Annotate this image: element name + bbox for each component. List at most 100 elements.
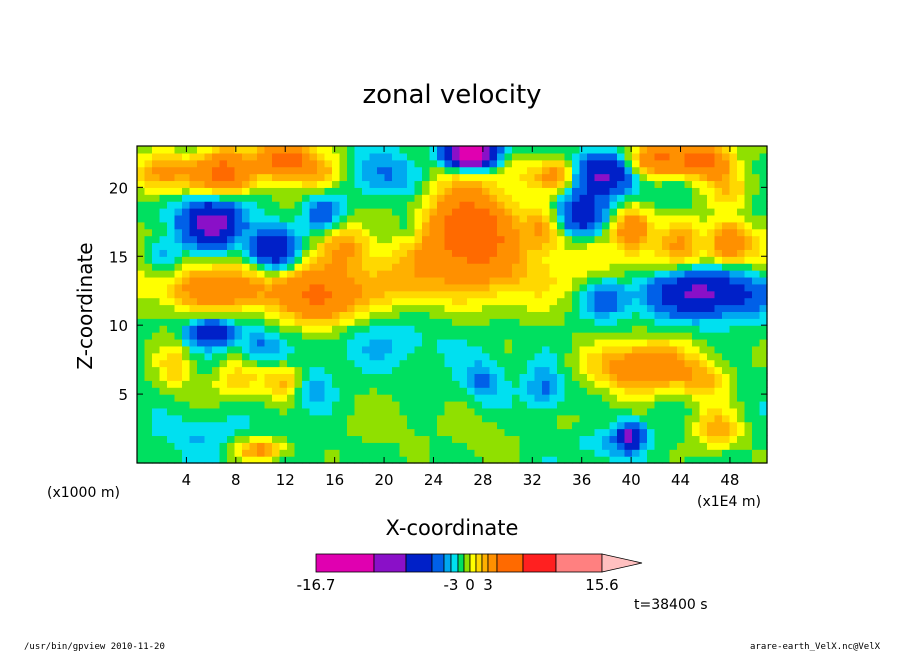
heatmap-cell: [212, 166, 221, 175]
heatmap-cell: [189, 359, 198, 368]
heatmap-cell: [219, 345, 228, 354]
heatmap-cell: [347, 297, 356, 306]
heatmap-cell: [309, 214, 318, 223]
heatmap-cell: [714, 201, 723, 209]
heatmap-cell: [287, 221, 296, 230]
heatmap-cell: [279, 449, 288, 457]
heatmap-cell: [602, 159, 611, 168]
heatmap-cell: [542, 201, 551, 209]
heatmap-cell: [159, 194, 168, 202]
heatmap-cell: [662, 332, 671, 340]
heatmap-cell: [459, 318, 468, 326]
heatmap-cell: [309, 421, 318, 430]
heatmap-cell: [707, 201, 716, 209]
heatmap-cell: [474, 394, 483, 402]
heatmap-cell: [542, 400, 551, 409]
heatmap-cell: [159, 366, 168, 375]
heatmap-cell: [707, 456, 716, 464]
heatmap-cell: [557, 249, 566, 257]
heatmap-cell: [482, 173, 491, 182]
heatmap-cell: [587, 456, 596, 464]
heatmap-cell: [564, 407, 573, 416]
heatmap-cell: [594, 201, 603, 209]
heatmap-cell: [272, 276, 281, 285]
heatmap-cell: [212, 276, 221, 285]
heatmap-cell: [257, 414, 266, 423]
heatmap-cell: [362, 187, 371, 195]
heatmap-cell: [437, 187, 446, 195]
heatmap-cell: [579, 242, 588, 250]
heatmap-cell: [647, 325, 656, 333]
heatmap-cell: [137, 366, 146, 375]
heatmap-cell: [219, 442, 228, 450]
heatmap-cell: [429, 152, 438, 161]
heatmap-cell: [632, 256, 641, 264]
heatmap-cell: [737, 194, 746, 202]
heatmap-cell: [204, 352, 213, 361]
heatmap-cell: [624, 387, 633, 395]
heatmap-cell: [617, 235, 626, 244]
heatmap-cell: [302, 400, 311, 409]
colorbar-label: 3: [483, 576, 493, 594]
heatmap-cell: [414, 449, 423, 457]
heatmap-cell: [377, 318, 386, 326]
heatmap-cell: [609, 159, 618, 168]
heatmap-cell: [167, 400, 176, 409]
heatmap-cell: [354, 345, 363, 354]
heatmap-cell: [444, 338, 453, 347]
heatmap-cell: [707, 407, 716, 416]
heatmap-cell: [422, 359, 431, 368]
heatmap-cell: [542, 249, 551, 257]
heatmap-cell: [309, 400, 318, 409]
heatmap-cell: [474, 318, 483, 326]
heatmap-cell: [692, 235, 701, 244]
heatmap-cell: [257, 325, 266, 333]
heatmap-cell: [534, 394, 543, 402]
heatmap-cell: [489, 235, 498, 244]
heatmap-cell: [579, 394, 588, 402]
heatmap-cell: [654, 304, 663, 312]
heatmap-cell: [662, 235, 671, 244]
heatmap-cell: [212, 228, 221, 237]
heatmap-cell: [399, 256, 408, 264]
heatmap-cell: [219, 283, 228, 292]
heatmap-cell: [587, 276, 596, 285]
heatmap-cell: [167, 442, 176, 450]
heatmap-cell: [234, 214, 243, 223]
heatmap-cell: [752, 359, 761, 368]
heatmap-cell: [482, 235, 491, 244]
heatmap-cell: [467, 456, 476, 464]
heatmap-cell: [279, 201, 288, 209]
heatmap-cell: [684, 166, 693, 175]
heatmap-cell: [137, 373, 146, 381]
heatmap-cell: [699, 242, 708, 250]
heatmap-cell: [609, 249, 618, 257]
heatmap-cell: [474, 366, 483, 375]
heatmap-cell: [662, 359, 671, 368]
heatmap-cell: [737, 359, 746, 368]
heatmap-cell: [159, 380, 168, 388]
heatmap-cell: [714, 159, 723, 168]
heatmap-cell: [617, 380, 626, 388]
heatmap-cell: [414, 394, 423, 402]
heatmap-cell: [212, 270, 221, 278]
heatmap-cell: [624, 345, 633, 354]
heatmap-cell: [632, 242, 641, 250]
heatmap-cell: [564, 263, 573, 271]
heatmap-cell: [527, 256, 536, 264]
heatmap-cell: [369, 421, 378, 430]
heatmap-cell: [294, 214, 303, 223]
heatmap-cell: [542, 166, 551, 175]
heatmap-cell: [219, 208, 228, 216]
heatmap-cell: [392, 228, 401, 237]
heatmap-cell: [242, 345, 251, 354]
heatmap-cell: [249, 159, 258, 168]
heatmap-cell: [549, 407, 558, 416]
heatmap-cell: [354, 235, 363, 244]
heatmap-cell: [654, 373, 663, 381]
heatmap-cell: [707, 373, 716, 381]
heatmap-cell: [737, 338, 746, 347]
heatmap-cell: [744, 449, 753, 457]
heatmap-cell: [519, 428, 528, 437]
heatmap-cell: [339, 256, 348, 264]
